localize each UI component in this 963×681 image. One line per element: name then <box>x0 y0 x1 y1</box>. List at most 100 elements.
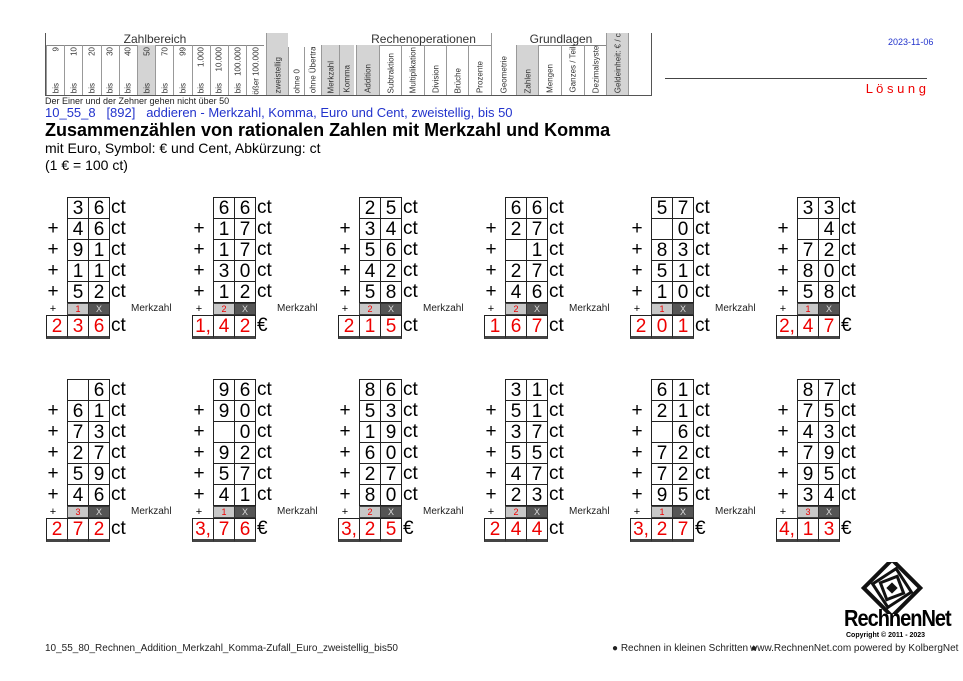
digit-cell-ones: 0 <box>380 484 402 506</box>
category-label: Ganzes / Teile <box>568 45 578 93</box>
unit-label: ct <box>403 239 418 260</box>
digit-cell-tens: 5 <box>359 239 381 261</box>
digit-cell-ones: 7 <box>672 197 694 219</box>
page-title: Zusammenzählen von rationalen Zahlen mit… <box>45 120 611 140</box>
digit-cell-tens: 1 <box>213 218 235 240</box>
result-unit: € <box>695 518 706 539</box>
digit-cell-ones: 0 <box>672 218 694 240</box>
plus-sign: + <box>193 239 205 260</box>
carry-digit: 2 <box>359 303 381 315</box>
result-cell-tens: 4 <box>505 518 527 542</box>
result-cell-hundreds: 3, <box>338 518 360 542</box>
copyright: Copyright © 2011 - 2023 <box>846 632 926 639</box>
merkzahl-label: Merkzahl <box>715 303 756 314</box>
digit-cell-ones: 0 <box>234 400 256 422</box>
range-column: bis 40 <box>118 45 137 95</box>
result-cell-hundreds: 2, <box>776 315 798 339</box>
plus-sign: + <box>341 303 349 315</box>
result-cell-ones: 2 <box>88 518 110 542</box>
unit-label: ct <box>549 463 564 484</box>
carry-blocked-cell: X <box>672 506 694 518</box>
unit-label: ct <box>841 442 856 463</box>
unit-label: ct <box>549 218 564 239</box>
feature-column: Merkzahl <box>321 45 339 95</box>
plus-sign: + <box>339 484 351 505</box>
unit-label: ct <box>549 400 564 421</box>
empty-column <box>628 33 651 95</box>
digit-cell-ones: 7 <box>526 463 548 485</box>
carry-digit: 3 <box>67 506 89 518</box>
plus-sign: + <box>485 442 497 463</box>
digit-cell-tens: 9 <box>213 442 235 464</box>
result-unit: ct <box>695 315 710 336</box>
addition-problem: 5 7 ct +0 ct +8 3 ct +5 1 ct +1 0 ct +1 X Merkzahl 2 0 1 ct <box>629 197 769 357</box>
category-label: Multiplikation <box>408 46 418 93</box>
result-cell-tens: 4 <box>797 315 819 339</box>
subtitle: mit Euro, Symbol: € und Cent, Abkürzung:… <box>45 140 321 156</box>
footer-filename: 10_55_80_Rechnen_Addition_Merkzahl_Komma… <box>45 643 398 654</box>
result-unit: ct <box>111 518 126 539</box>
name-line <box>665 78 927 79</box>
digit-cell-ones: 0 <box>234 260 256 282</box>
digit-cell-tens: 5 <box>651 197 673 219</box>
unit-label: ct <box>257 463 272 484</box>
digit-cell-ones: 7 <box>234 218 256 240</box>
digit-cell-ones: 3 <box>818 197 840 219</box>
unit-label: ct <box>695 239 710 260</box>
digit-cell-ones: 6 <box>380 379 402 401</box>
plus-sign: + <box>631 421 643 442</box>
carry-blocked-cell: X <box>380 506 402 518</box>
digit-cell-ones: 4 <box>818 484 840 506</box>
result-cell-ones: 5 <box>380 518 402 542</box>
digit-cell-ones: 0 <box>672 281 694 303</box>
plus-sign: + <box>47 442 59 463</box>
result-cell-ones: 7 <box>526 315 548 339</box>
category-label: Geometrie <box>499 55 509 93</box>
unit-label: ct <box>695 421 710 442</box>
result-cell-tens: 3 <box>67 315 89 339</box>
result-cell-hundreds: 3, <box>192 518 214 542</box>
digit-cell-tens <box>651 421 673 443</box>
logo-text: RechnenNet <box>844 606 952 632</box>
plus-sign: + <box>485 463 497 484</box>
range-value: 10 <box>69 47 79 56</box>
result-cell-ones: 4 <box>526 518 548 542</box>
plus-sign: + <box>631 442 643 463</box>
carry-digit: 2 <box>359 506 381 518</box>
unit-label: ct <box>695 379 710 400</box>
digit-cell-tens: 5 <box>651 260 673 282</box>
plus-sign: + <box>485 421 497 442</box>
unit-label: ct <box>695 463 710 484</box>
category-label: bis <box>87 82 97 93</box>
digit-cell-ones: 3 <box>818 421 840 443</box>
plus-sign: + <box>631 218 643 239</box>
unit-label: ct <box>695 197 710 218</box>
digit-cell-ones: 3 <box>88 421 110 443</box>
category-label: bis <box>214 82 224 93</box>
range-column: bis 100.000 <box>228 45 246 95</box>
unit-label: ct <box>403 379 418 400</box>
plus-sign: + <box>777 281 789 302</box>
digit-cell-ones: 1 <box>526 379 548 401</box>
digit-cell-tens: 7 <box>67 421 89 443</box>
unit-label: ct <box>403 421 418 442</box>
category-label: Subtraktion <box>386 52 395 93</box>
unit-label: ct <box>111 463 126 484</box>
digit-cell-ones: 6 <box>88 484 110 506</box>
plus-sign: + <box>193 442 205 463</box>
digit-cell-ones: 3 <box>380 400 402 422</box>
digit-cell-ones: 3 <box>526 484 548 506</box>
digit-cell-tens: 6 <box>651 379 673 401</box>
plus-sign: + <box>777 463 789 484</box>
merkzahl-label: Merkzahl <box>569 506 610 517</box>
category-label: Zahlen <box>523 68 532 93</box>
plus-sign: + <box>487 303 495 315</box>
digit-cell-tens: 7 <box>797 442 819 464</box>
digit-cell-ones: 2 <box>380 260 402 282</box>
digit-cell-ones: 8 <box>818 281 840 303</box>
digit-cell-ones: 2 <box>672 463 694 485</box>
digit-cell-tens: 1 <box>359 421 381 443</box>
unit-label: ct <box>549 442 564 463</box>
feature-column: Komma <box>339 45 354 95</box>
digit-cell-tens: 7 <box>797 239 819 261</box>
